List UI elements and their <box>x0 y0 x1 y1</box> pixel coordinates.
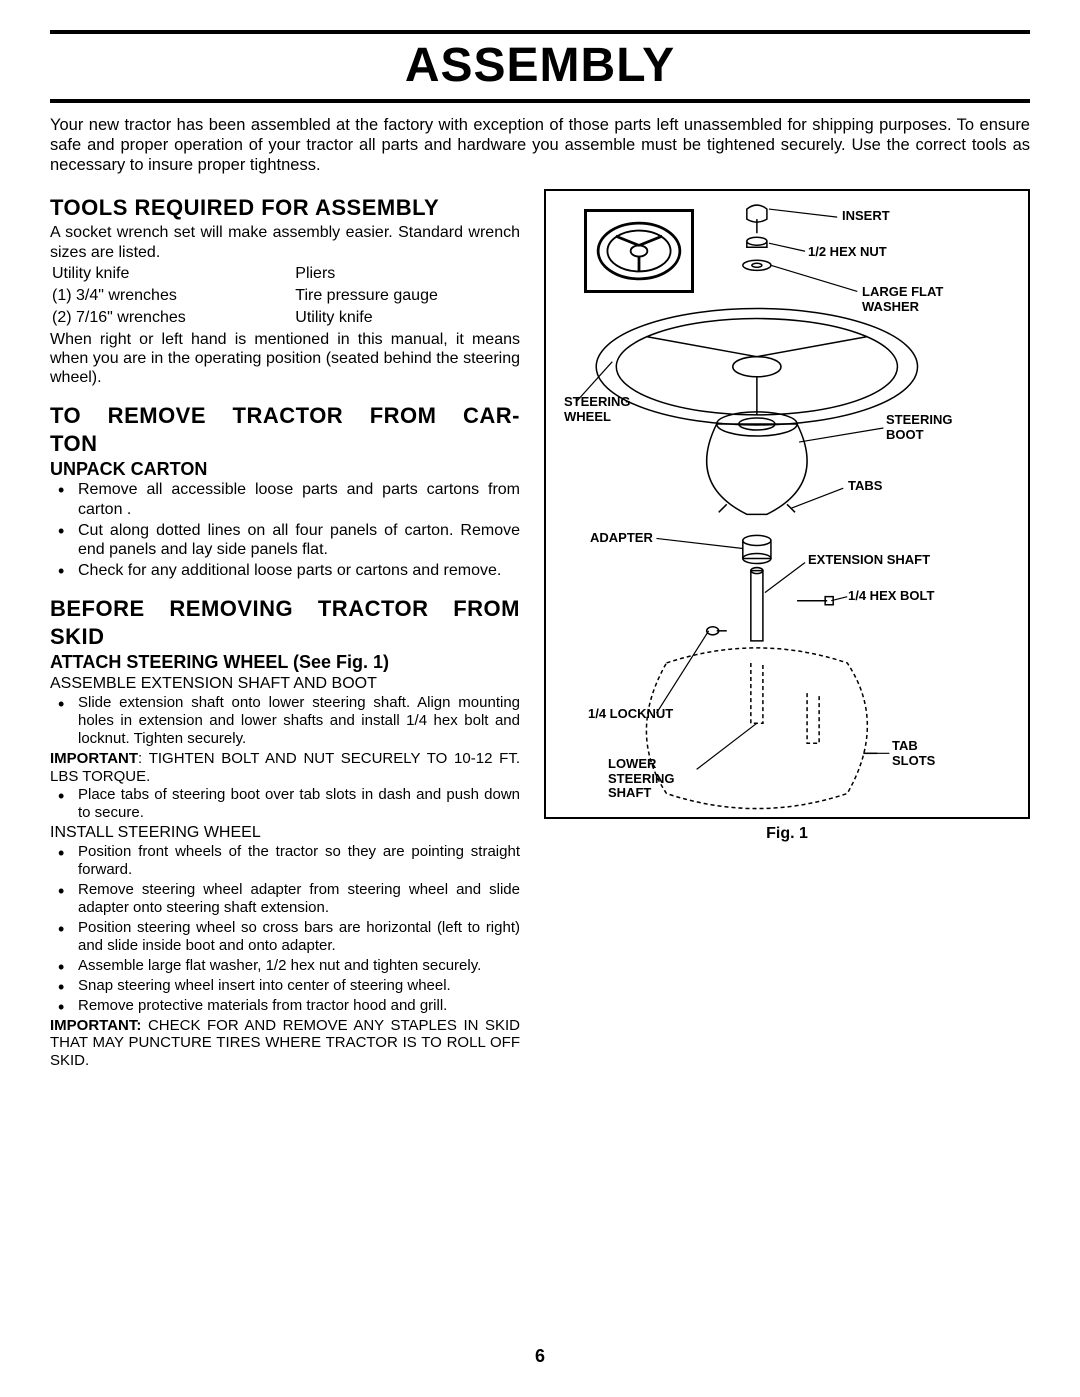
list-item: Remove protective materials from tractor… <box>78 997 520 1015</box>
important-label: IMPORTANT <box>50 750 138 767</box>
label-hexbolt: 1/4 HEX BOLT <box>848 589 934 603</box>
unpack-list: Remove all accessible loose parts and pa… <box>50 480 520 580</box>
exploded-view-icon <box>546 191 1028 824</box>
list-item: Snap steering wheel insert into center o… <box>78 977 520 995</box>
label-insert: INSERT <box>842 209 890 223</box>
intro-paragraph: Your new tractor has been assembled at t… <box>50 115 1030 175</box>
before-heading-l1: BEFORE REMOVING TRACTOR FROM <box>50 596 520 622</box>
figure-1: INSERT 1/2 HEX NUT LARGE FLATWASHER STEE… <box>544 189 1030 819</box>
label-lower-shaft: LOWERSTEERINGSHAFT <box>608 757 674 800</box>
cell: Pliers <box>295 264 518 284</box>
label-extshaft: EXTENSION SHAFT <box>808 553 930 567</box>
list-item: Remove all accessible loose parts and pa… <box>78 480 520 518</box>
tools-note: When right or left hand is mentioned in … <box>50 330 520 388</box>
list-item: Place tabs of steering boot over tab slo… <box>78 786 520 822</box>
before-heading-l2: SKID <box>50 624 520 650</box>
cell: (1) 3/4" wrenches <box>52 286 293 306</box>
important-1: IMPORTANT: TIGHTEN BOLT AND NUT SECURELY… <box>50 750 520 785</box>
cell: Tire pressure gauge <box>295 286 518 306</box>
table-row: (1) 3/4" wrenchesTire pressure gauge <box>52 286 518 306</box>
tabs-list: Place tabs of steering boot over tab slo… <box>50 786 520 822</box>
label-locknut: 1/4 LOCKNUT <box>588 707 673 721</box>
figure-caption: Fig. 1 <box>544 825 1030 843</box>
label-steering-wheel: STEERINGWHEEL <box>564 395 630 424</box>
remove-heading-l1: TO REMOVE TRACTOR FROM CAR- <box>50 403 520 429</box>
assemble-sub: ASSEMBLE EXTENSION SHAFT AND BOOT <box>50 675 520 693</box>
tools-lead: A socket wrench set will make assembly e… <box>50 223 520 261</box>
cell: Utility knife <box>295 308 518 328</box>
label-tabs: TABS <box>848 479 882 493</box>
list-item: Check for any additional loose parts or … <box>78 561 520 580</box>
label-washer: LARGE FLATWASHER <box>862 285 943 314</box>
table-row: Utility knifePliers <box>52 264 518 284</box>
attach-subheading: ATTACH STEERING WHEEL (See Fig. 1) <box>50 652 520 673</box>
label-hexnut: 1/2 HEX NUT <box>808 245 887 259</box>
list-item: Position front wheels of the tractor so … <box>78 843 520 879</box>
important-label: IMPORTANT: <box>50 1017 141 1034</box>
install-sub: INSTALL STEERING WHEEL <box>50 824 520 842</box>
left-column: TOOLS REQUIRED FOR ASSEMBLY A socket wre… <box>50 189 520 1069</box>
unpack-subheading: UNPACK CARTON <box>50 459 520 480</box>
install-list: Position front wheels of the tractor so … <box>50 843 520 1015</box>
important-2: IMPORTANT: CHECK FOR AND REMOVE ANY STAP… <box>50 1017 520 1070</box>
list-item: Slide extension shaft onto lower steerin… <box>78 694 520 748</box>
list-item: Assemble large flat washer, 1/2 hex nut … <box>78 957 520 975</box>
page-number: 6 <box>0 1346 1080 1367</box>
right-column: INSERT 1/2 HEX NUT LARGE FLATWASHER STEE… <box>544 189 1030 1069</box>
label-adapter: ADAPTER <box>590 531 653 545</box>
label-tab-slots: TABSLOTS <box>892 739 935 768</box>
tools-table: Utility knifePliers (1) 3/4" wrenchesTir… <box>50 262 520 330</box>
cell: (2) 7/16" wrenches <box>52 308 293 328</box>
table-row: (2) 7/16" wrenchesUtility knife <box>52 308 518 328</box>
page-title: ASSEMBLY <box>50 30 1030 103</box>
list-item: Remove steering wheel adapter from steer… <box>78 881 520 917</box>
ext-list: Slide extension shaft onto lower steerin… <box>50 694 520 748</box>
tools-heading: TOOLS REQUIRED FOR ASSEMBLY <box>50 195 520 221</box>
list-item: Cut along dotted lines on all four panel… <box>78 521 520 559</box>
cell: Utility knife <box>52 264 293 284</box>
remove-heading-l2: TON <box>50 431 520 457</box>
label-boot: STEERINGBOOT <box>886 413 952 442</box>
list-item: Position steering wheel so cross bars ar… <box>78 919 520 955</box>
